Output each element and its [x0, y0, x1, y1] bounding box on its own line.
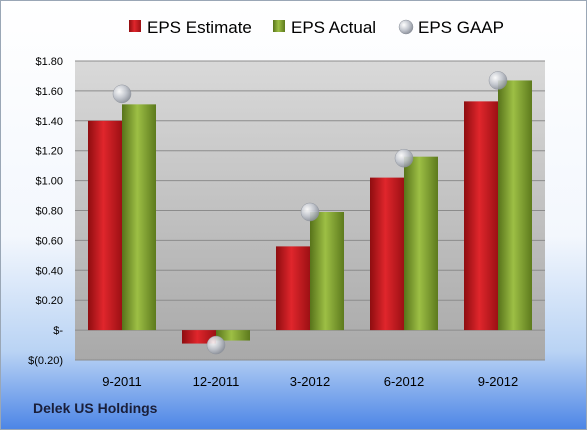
gaap-markers [112, 71, 508, 355]
x-tick-label: 9-2012 [478, 374, 518, 389]
x-tick-label: 12-2011 [193, 374, 240, 389]
legend-label-gaap: EPS GAAP [418, 18, 504, 37]
x-tick-label: 6-2012 [384, 374, 424, 389]
bar-eps-actual [122, 104, 156, 331]
marker-eps-gaap [394, 148, 414, 168]
legend-marker-gaap [398, 19, 414, 35]
legend-swatch-actual [273, 20, 285, 32]
y-tick-label: $1.80 [35, 56, 63, 68]
legend-label-actual: EPS Actual [291, 18, 376, 37]
bar-eps-actual [498, 80, 532, 331]
bar-eps-actual [404, 156, 438, 331]
y-tick-label: $1.60 [35, 86, 63, 98]
y-axis-labels: $1.80 $1.60 $1.40 $1.20 $1.00 $0.80 $0.60 $0.40… [28, 56, 63, 367]
company-name: Delek US Holdings [33, 400, 158, 416]
y-tick-label: $1.20 [35, 146, 63, 158]
y-tick-label: $1.00 [35, 176, 63, 188]
bar-eps-actual [310, 211, 344, 331]
bar-eps-estimate [88, 120, 122, 331]
marker-eps-gaap [206, 335, 226, 355]
x-tick-label: 9-2011 [102, 374, 142, 389]
x-axis-labels: 9-2011 12-2011 3-2012 6-2012 9-2012 [102, 374, 518, 389]
y-tick-label: $0.20 [35, 295, 63, 307]
y-tick-label: $- [53, 325, 63, 337]
marker-eps-gaap [488, 71, 508, 90]
bars [88, 80, 532, 344]
y-tick-label: $0.40 [35, 265, 63, 277]
y-tick-label: $(0.20) [28, 355, 63, 367]
y-tick-label: $1.40 [35, 116, 63, 128]
bar-eps-estimate [464, 101, 498, 331]
y-tick-label: $0.80 [35, 206, 63, 218]
bar-eps-estimate [182, 330, 216, 344]
bar-eps-estimate [370, 177, 404, 331]
legend: EPS Estimate EPS Actual EPS GAAP [129, 18, 504, 37]
marker-eps-gaap [300, 202, 320, 222]
legend-label-estimate: EPS Estimate [147, 18, 252, 37]
marker-eps-gaap [112, 84, 132, 104]
bar-eps-actual [216, 330, 250, 341]
legend-swatch-estimate [129, 20, 141, 32]
bar-eps-estimate [276, 246, 310, 331]
x-tick-label: 3-2012 [290, 374, 330, 389]
y-tick-label: $0.60 [35, 235, 63, 247]
